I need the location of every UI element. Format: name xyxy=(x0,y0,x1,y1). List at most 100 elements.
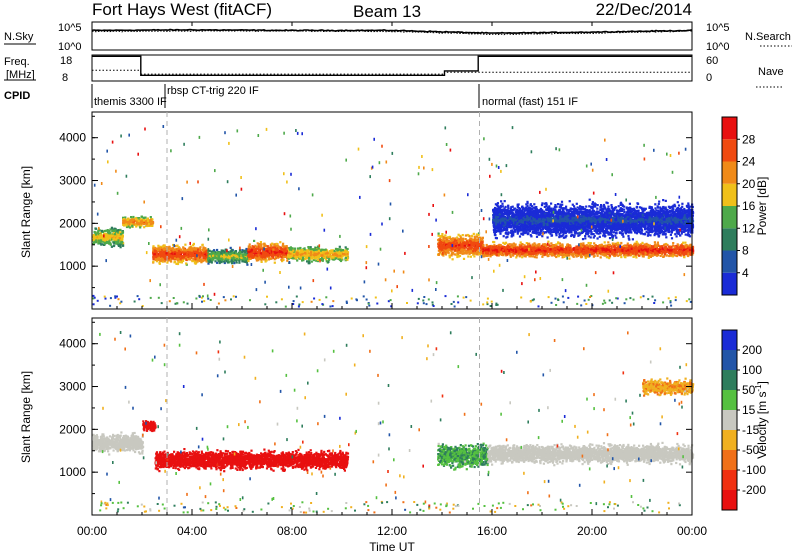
data-cell-2 xyxy=(183,252,186,255)
data-cell-6 xyxy=(447,236,450,239)
data-cell-1 xyxy=(135,225,138,228)
data-cell-0 xyxy=(107,241,110,244)
data-cell-6 xyxy=(468,244,471,247)
data-cell-5 xyxy=(301,256,305,259)
data-cell-2 xyxy=(174,249,177,252)
data-cell-7 xyxy=(620,256,623,259)
data-cell-2 xyxy=(194,262,197,265)
data-cell-5 xyxy=(339,254,342,257)
data-cell-3 xyxy=(215,257,218,260)
data-cell-3 xyxy=(241,260,244,263)
data-cell-2 xyxy=(205,252,208,255)
data-cell-0 xyxy=(93,238,96,241)
data-cell-4 xyxy=(269,257,272,260)
data-cell-1 xyxy=(145,223,148,226)
data-cell-2 xyxy=(186,255,189,258)
data-cell-2 xyxy=(160,246,163,250)
data-cell-0 xyxy=(92,236,95,239)
data-cell-6 xyxy=(466,233,469,237)
data-cell-5 xyxy=(315,252,319,256)
data-cell-6 xyxy=(455,242,458,245)
data-cell-2 xyxy=(163,260,166,263)
data-cell-2 xyxy=(170,257,173,260)
data-cell-6 xyxy=(478,244,481,247)
data-cell-2 xyxy=(192,248,195,251)
data-cell-1 xyxy=(125,223,128,226)
data-cell-2 xyxy=(164,250,167,253)
data-cell-3 xyxy=(246,263,249,266)
data-cell-5 xyxy=(322,258,325,261)
data-cell-5 xyxy=(336,254,339,257)
data-cell-2 xyxy=(156,255,159,258)
data-cell-2 xyxy=(205,260,208,263)
data-cell-4 xyxy=(282,258,285,261)
data-cell-2 xyxy=(173,250,176,254)
data-cell-4 xyxy=(255,254,258,257)
data-cell-2 xyxy=(182,247,185,250)
data-cell-5 xyxy=(301,253,304,256)
data-cell-1 xyxy=(125,218,128,221)
data-cell-2 xyxy=(198,249,201,252)
data-cell-3 xyxy=(220,261,223,264)
data-cell-5 xyxy=(314,256,318,259)
data-cell-3 xyxy=(241,259,244,262)
data-cell-2 xyxy=(188,247,191,250)
data-cell-7 xyxy=(668,254,671,258)
data-cell-2 xyxy=(202,246,205,249)
data-cell-4 xyxy=(273,244,276,247)
data-cell-3 xyxy=(224,255,227,258)
data-cell-4 xyxy=(263,242,266,245)
data-cell-2 xyxy=(160,258,163,261)
data-cell-6 xyxy=(440,235,443,238)
data-cell-1 xyxy=(147,224,150,227)
data-cell-2 xyxy=(187,258,190,261)
data-cell-2 xyxy=(181,256,184,259)
data-cell-4 xyxy=(253,239,256,242)
data-cell-0 xyxy=(117,243,120,246)
data-cell-2 xyxy=(176,252,179,255)
data-cell-3 xyxy=(207,250,210,253)
data-cell-0 xyxy=(104,237,107,240)
data-cell-6 xyxy=(468,247,472,250)
data-cell-2 xyxy=(170,249,174,252)
data-cell-2 xyxy=(172,246,175,249)
data-cell-7 xyxy=(599,256,602,259)
data-cell-6 xyxy=(472,239,475,242)
data-cell-5 xyxy=(320,248,323,251)
data-cell-2 xyxy=(163,254,166,257)
data-cell-5 xyxy=(343,252,346,256)
data-cell-6 xyxy=(443,237,446,240)
data-cell-2 xyxy=(179,257,182,260)
data-cell-2 xyxy=(162,249,165,252)
data-cell-3 xyxy=(239,251,242,254)
noise-left-tick-top: 10^5 xyxy=(58,22,82,34)
data-cell-5 xyxy=(336,248,339,251)
data-cell-3 xyxy=(213,254,216,257)
data-cell-2 xyxy=(177,246,181,249)
data-cell-2 xyxy=(162,251,165,255)
nave-series-line xyxy=(92,69,692,75)
data-cell-1 xyxy=(131,224,134,227)
data-cell-5 xyxy=(327,254,330,257)
data-cell-6 xyxy=(475,244,478,247)
data-cell-4 xyxy=(264,251,267,255)
data-cell-2 xyxy=(156,257,159,260)
data-cell-7 xyxy=(593,242,596,245)
data-cell-6 xyxy=(439,247,442,251)
data-cell-2 xyxy=(184,243,187,246)
data-cell-6 xyxy=(461,234,464,237)
data-cell-2 xyxy=(165,246,168,249)
data-cell-2 xyxy=(167,259,170,262)
data-cell-2 xyxy=(172,256,175,259)
data-cell-2 xyxy=(184,249,187,252)
data-cell-7 xyxy=(588,244,591,247)
data-cell-1 xyxy=(142,219,146,222)
data-cell-7 xyxy=(521,256,524,259)
data-cell-2 xyxy=(171,254,174,257)
data-cell-2 xyxy=(178,252,181,255)
data-cell-4 xyxy=(284,247,287,250)
data-cell-2 xyxy=(161,258,165,261)
data-cell-1 xyxy=(143,222,146,225)
data-cell-6 xyxy=(463,244,466,247)
data-cell-3 xyxy=(230,255,233,258)
